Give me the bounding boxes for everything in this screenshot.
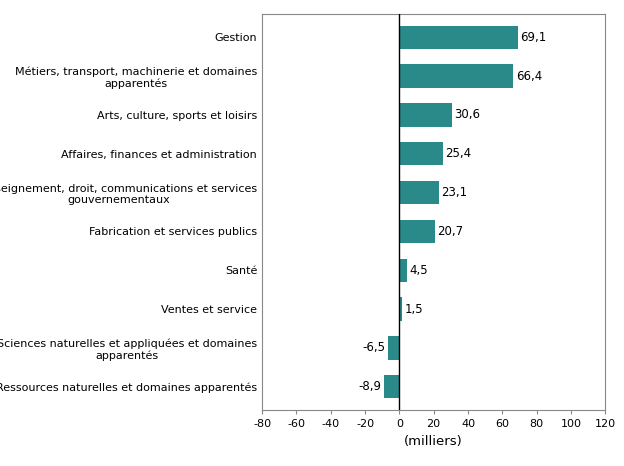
Text: 66,4: 66,4 xyxy=(516,69,542,82)
Bar xyxy=(399,181,439,204)
Text: 25,4: 25,4 xyxy=(446,147,472,160)
Text: 30,6: 30,6 xyxy=(454,109,480,122)
Bar xyxy=(399,142,443,165)
X-axis label: (milliers): (milliers) xyxy=(404,435,463,448)
Bar xyxy=(399,103,452,127)
Text: 20,7: 20,7 xyxy=(437,225,464,238)
Bar xyxy=(384,375,399,398)
Text: 1,5: 1,5 xyxy=(404,302,423,315)
Text: -8,9: -8,9 xyxy=(359,380,381,393)
Text: 69,1: 69,1 xyxy=(520,31,547,44)
Bar xyxy=(388,336,399,360)
Bar xyxy=(399,220,435,243)
Bar xyxy=(399,297,402,321)
Bar xyxy=(399,64,514,88)
Bar xyxy=(399,259,407,282)
Text: -6,5: -6,5 xyxy=(363,342,386,355)
Bar xyxy=(399,26,518,49)
Text: 23,1: 23,1 xyxy=(442,186,468,199)
Text: 4,5: 4,5 xyxy=(409,264,428,277)
